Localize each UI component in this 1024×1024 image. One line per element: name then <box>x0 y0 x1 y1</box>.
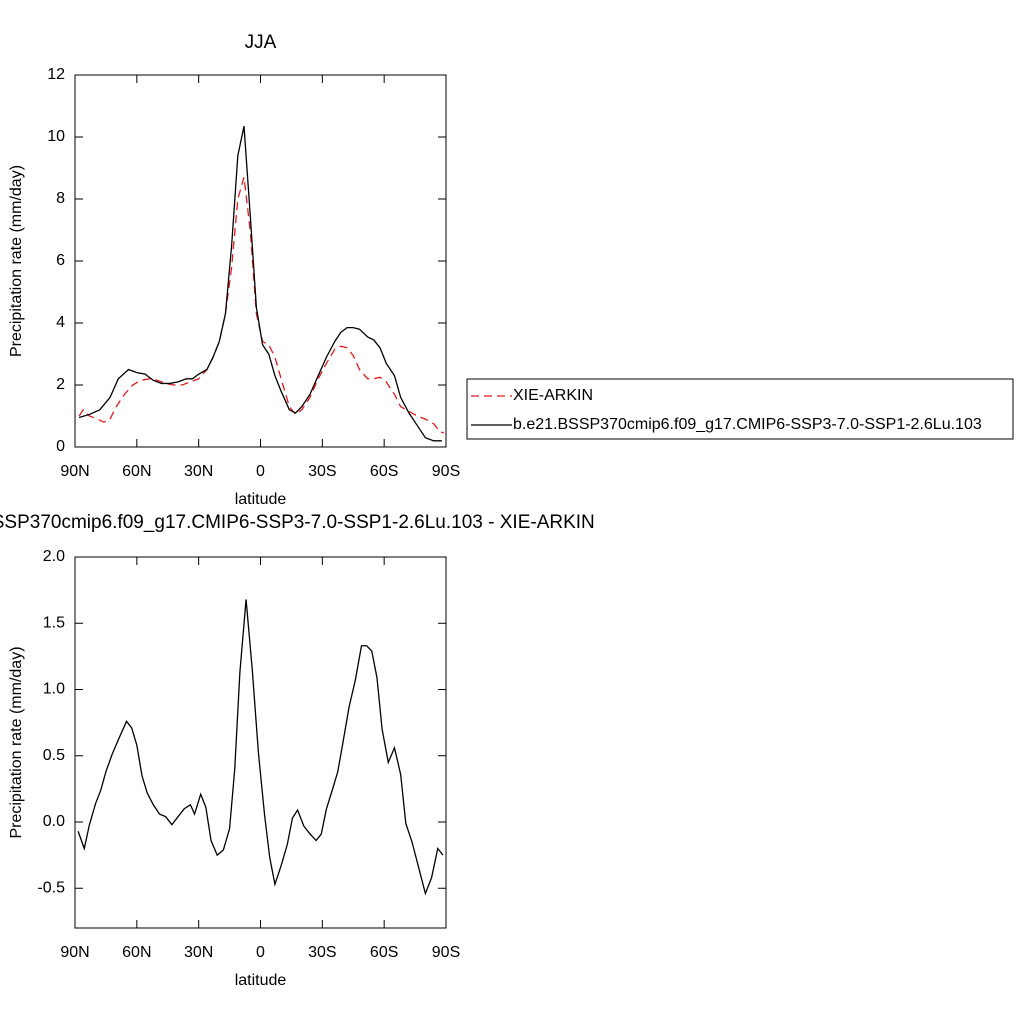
y-axis-label: Precipitation rate (mm/day) <box>8 165 25 357</box>
x-tick-label: 90N <box>60 463 89 480</box>
x-tick-label: 60S <box>370 944 398 961</box>
x-tick-label: 30N <box>184 463 213 480</box>
x-tick-label: 30N <box>184 944 213 961</box>
y-tick-label: 12 <box>47 66 65 83</box>
x-tick-label: 60N <box>122 463 151 480</box>
data-line <box>77 599 444 896</box>
legend-frame <box>466 378 1014 440</box>
x-tick-label: 90S <box>432 944 460 961</box>
y-tick-label: 0.5 <box>43 747 65 764</box>
y-tick-label: -0.5 <box>37 879 65 896</box>
y-tick-label: 2 <box>56 376 65 393</box>
x-tick-label: 60N <box>122 944 151 961</box>
x-tick-label: 90N <box>60 944 89 961</box>
data-line <box>78 177 445 434</box>
plot-frame <box>74 74 447 448</box>
chart-title: JJA <box>245 32 277 53</box>
y-tick-label: 4 <box>56 314 65 331</box>
y-tick-label: 0 <box>56 438 65 455</box>
x-axis-label: latitude <box>235 972 287 989</box>
y-tick-label: 1.0 <box>43 681 65 698</box>
y-tick-label: 1.5 <box>43 614 65 631</box>
x-tick-label: 90S <box>432 463 460 480</box>
legend-label: XIE-ARKIN <box>513 387 593 404</box>
y-axis-label: Precipitation rate (mm/day) <box>8 646 25 838</box>
y-tick-label: 8 <box>56 190 65 207</box>
y-tick-label: 0.0 <box>43 813 65 830</box>
x-tick-label: 0 <box>256 944 265 961</box>
y-tick-label: 10 <box>47 128 65 145</box>
legend-label: b.e21.BSSP370cmip6.f09_g17.CMIP6-SSP3-7.… <box>513 416 982 433</box>
x-tick-label: 0 <box>256 463 265 480</box>
chart-title: b.e21.BSSP370cmip6.f09_g17.CMIP6-SSP3-7.… <box>0 512 595 533</box>
x-tick-label: 60S <box>370 463 398 480</box>
y-tick-label: 6 <box>56 252 65 269</box>
x-tick-label: 30S <box>308 944 336 961</box>
y-tick-label: 2.0 <box>43 548 65 565</box>
plot-frame <box>74 556 447 929</box>
x-axis-label: latitude <box>235 491 287 508</box>
x-tick-label: 30S <box>308 463 336 480</box>
data-line <box>78 126 442 442</box>
